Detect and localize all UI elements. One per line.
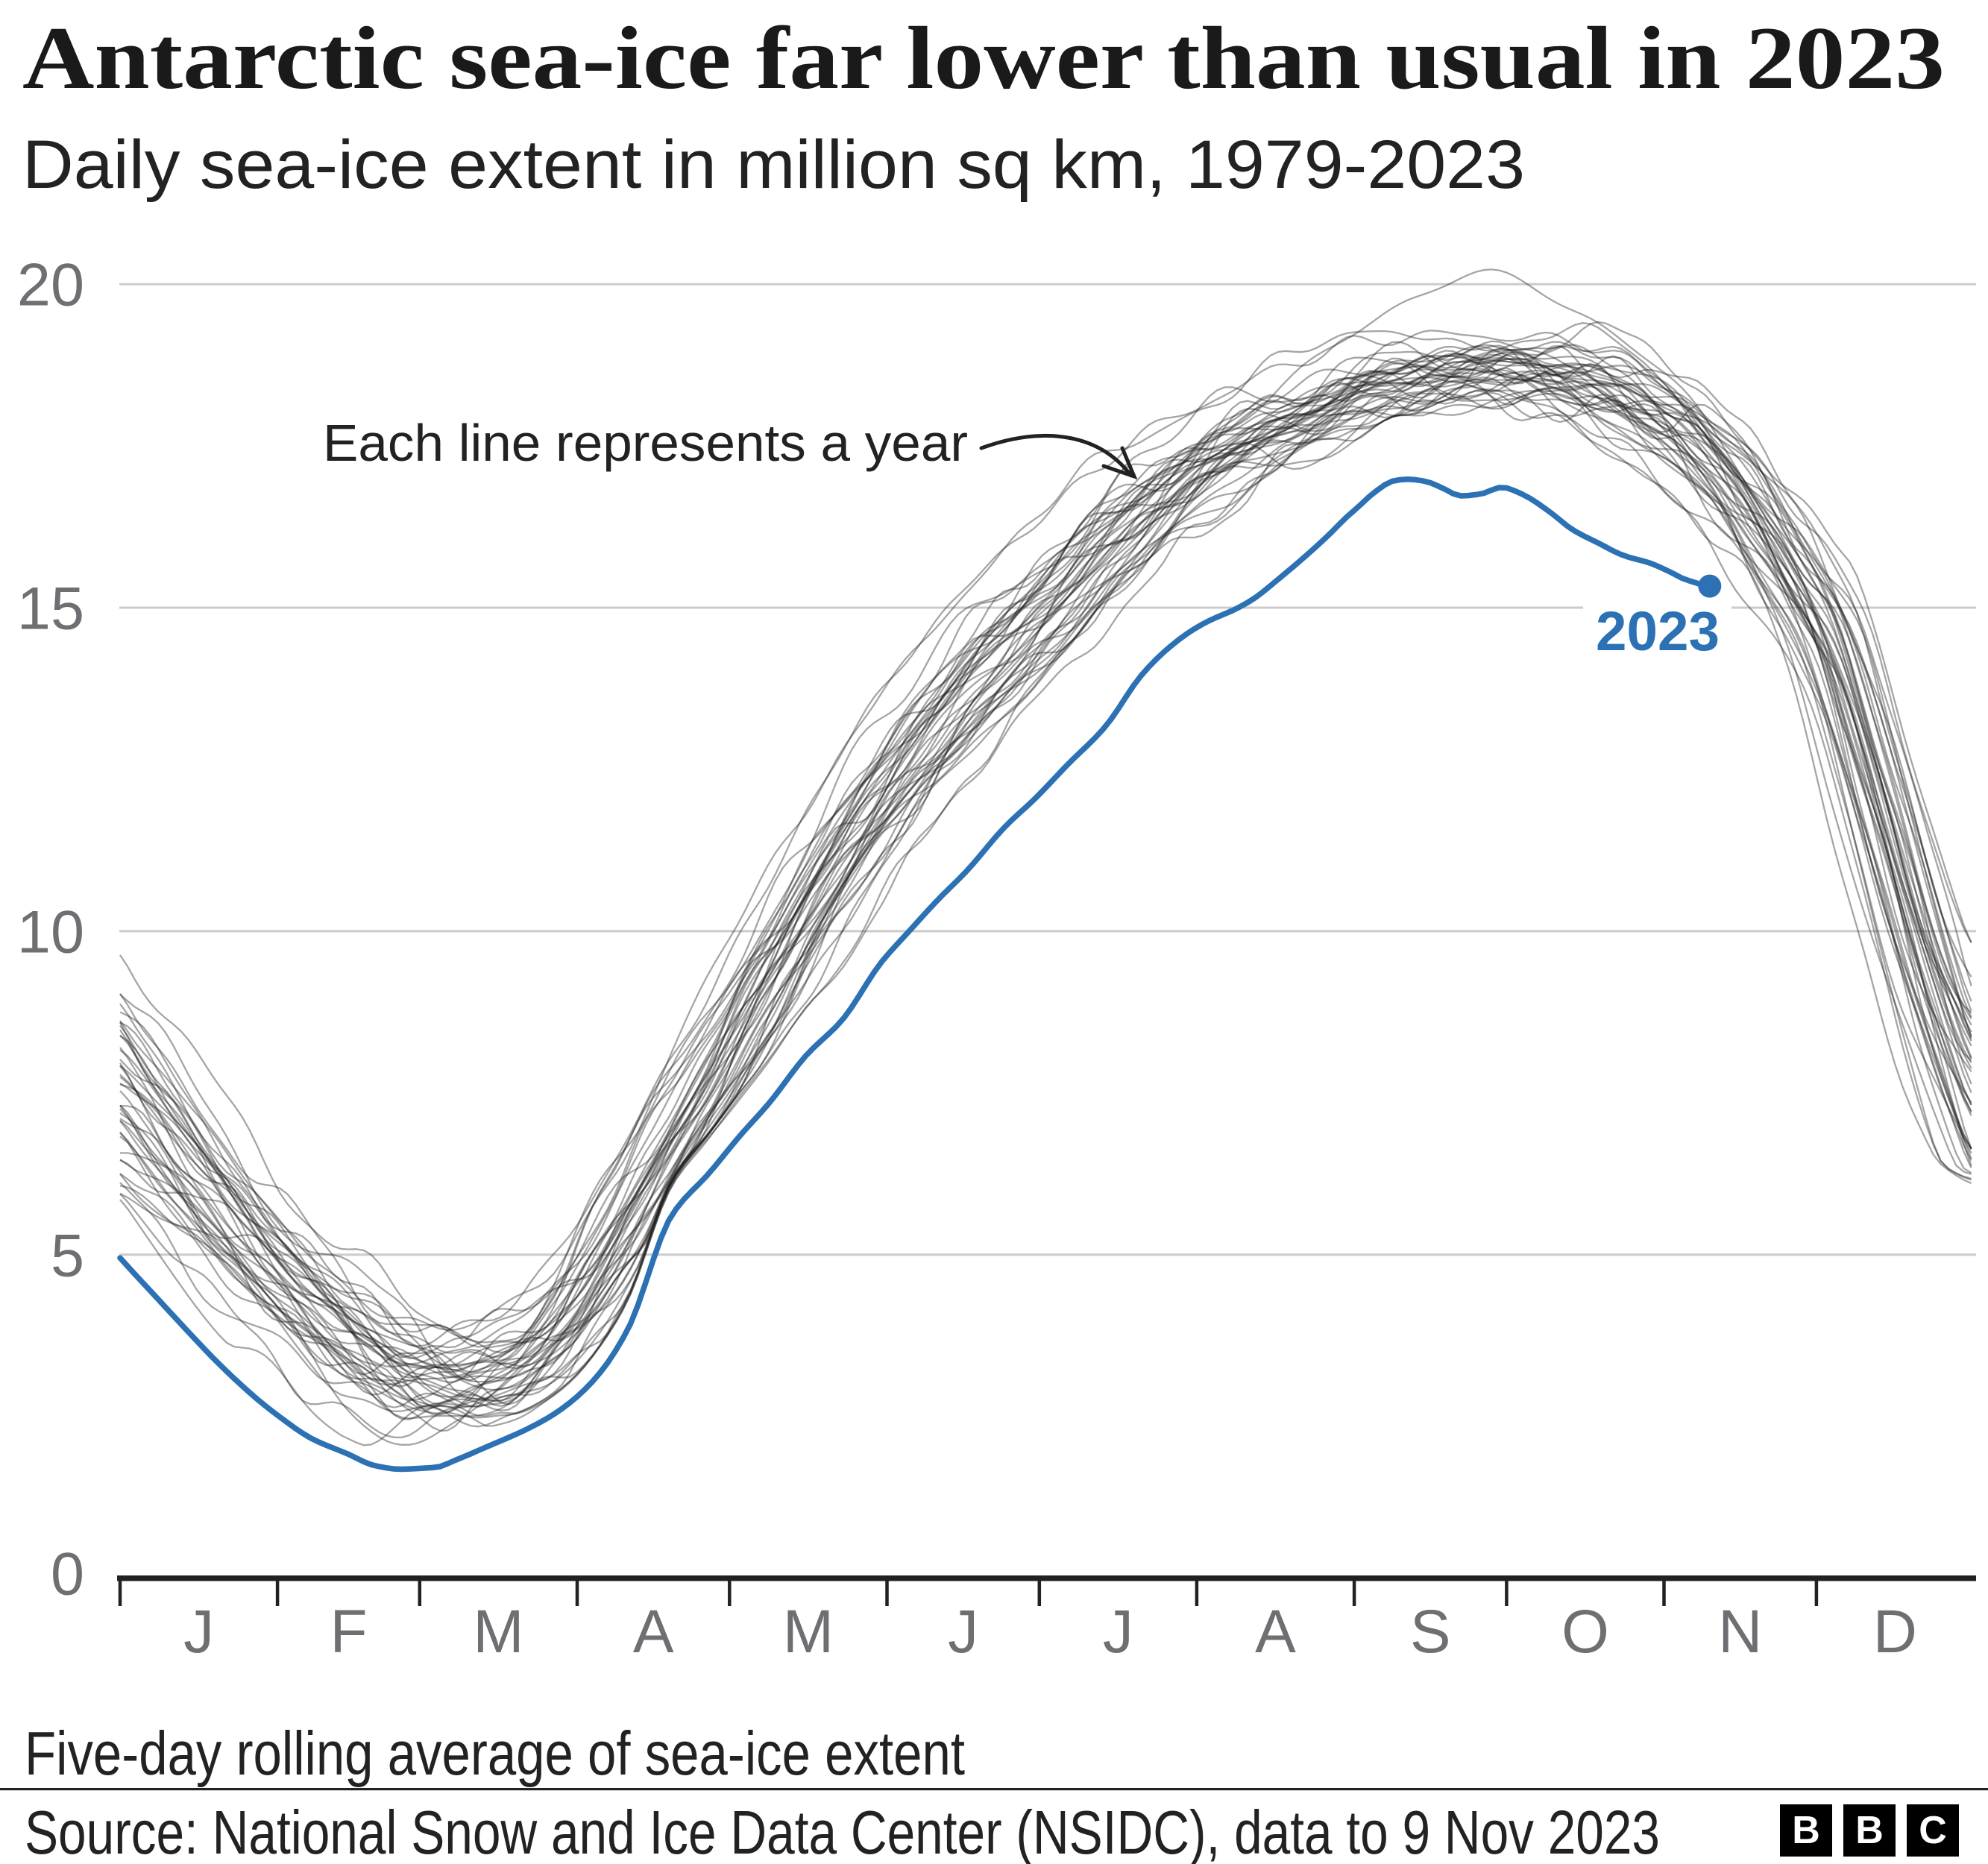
svg-text:Each line represents a year: Each line represents a year: [323, 414, 968, 472]
svg-text:B: B: [1855, 1809, 1884, 1852]
svg-text:A: A: [1255, 1598, 1296, 1666]
svg-text:A: A: [633, 1598, 674, 1666]
svg-text:Source: National Snow and Ice: Source: National Snow and Ice Data Cente…: [25, 1798, 1660, 1864]
svg-text:M: M: [783, 1598, 834, 1666]
svg-text:20: 20: [17, 252, 84, 319]
svg-text:0: 0: [51, 1541, 84, 1608]
svg-text:2023: 2023: [1596, 600, 1720, 662]
svg-text:J: J: [183, 1598, 214, 1666]
svg-text:J: J: [948, 1598, 978, 1666]
svg-text:O: O: [1561, 1598, 1609, 1666]
svg-text:10: 10: [17, 898, 84, 966]
svg-text:C: C: [1919, 1809, 1947, 1852]
svg-text:S: S: [1410, 1598, 1451, 1666]
svg-text:Antarctic sea-ice far lower th: Antarctic sea-ice far lower than usual i…: [22, 8, 1945, 107]
svg-text:F: F: [330, 1598, 367, 1666]
svg-text:15: 15: [17, 576, 84, 643]
svg-text:5: 5: [51, 1222, 84, 1289]
svg-text:N: N: [1718, 1598, 1762, 1666]
svg-text:B: B: [1792, 1809, 1820, 1852]
svg-text:Five-day rolling average of se: Five-day rolling average of sea-ice exte…: [25, 1719, 965, 1788]
svg-text:Daily sea-ice extent in millio: Daily sea-ice extent in million sq km, 1…: [22, 127, 1525, 203]
svg-text:D: D: [1873, 1598, 1917, 1666]
svg-text:M: M: [473, 1598, 523, 1666]
svg-text:J: J: [1103, 1598, 1133, 1666]
